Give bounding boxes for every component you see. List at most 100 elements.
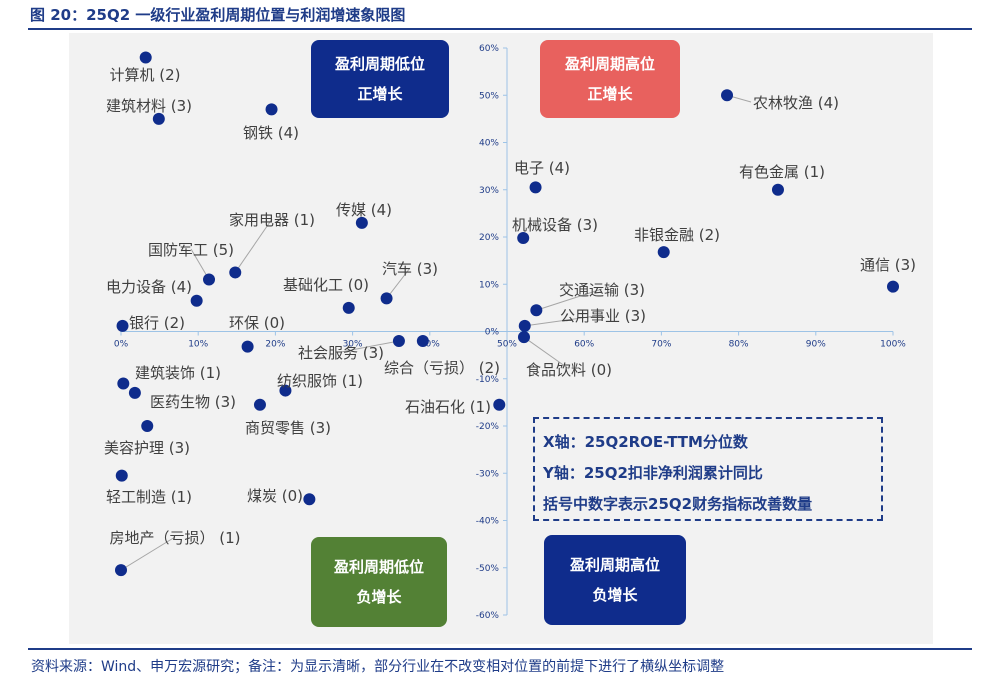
y-tick-label: 0% bbox=[485, 328, 500, 338]
data-point bbox=[517, 331, 530, 344]
point-label: 机械设备 (3) bbox=[512, 216, 598, 234]
quadrant-low-positive-line1: 盈利周期低位 bbox=[334, 55, 425, 73]
data-point bbox=[530, 304, 543, 317]
chart-panel bbox=[69, 33, 933, 644]
data-point bbox=[115, 564, 127, 577]
legend-x-axis: X轴：25Q2ROE-TTM分位数 bbox=[543, 433, 748, 451]
x-tick-label: 20% bbox=[265, 340, 285, 350]
quadrant-low-positive: 盈利周期低位 正增长 bbox=[311, 40, 449, 118]
data-point bbox=[253, 398, 266, 411]
legend-y-axis: Y轴：25Q2扣非净利润累计同比 bbox=[543, 464, 763, 482]
quadrant-low-negative: 盈利周期低位 负增长 bbox=[311, 537, 447, 627]
quadrant-low-negative-line2: 负增长 bbox=[356, 588, 402, 606]
data-point bbox=[116, 319, 129, 332]
label-leader bbox=[523, 336, 570, 370]
data-point bbox=[380, 292, 393, 305]
point-label: 煤炭 (0) bbox=[247, 487, 303, 505]
footer-rule bbox=[28, 648, 972, 650]
data-point bbox=[518, 319, 531, 332]
quadrant-high-negative-line2: 负增长 bbox=[592, 586, 638, 604]
point-label: 公用事业 (3) bbox=[560, 307, 646, 325]
point-label: 非银金融 (2) bbox=[634, 226, 720, 244]
data-point bbox=[493, 398, 506, 411]
label-leader bbox=[386, 267, 411, 299]
point-label: 建筑装饰 (1) bbox=[135, 364, 221, 382]
point-label: 国防军工 (5) bbox=[148, 241, 234, 259]
point-label: 轻工制造 (1) bbox=[106, 488, 192, 506]
point-label: 石油石化 (1) bbox=[405, 398, 491, 416]
x-tick-label: 40% bbox=[420, 340, 440, 350]
data-point bbox=[342, 301, 355, 314]
x-tick-label: 90% bbox=[806, 340, 826, 350]
point-label: 家用电器 (1) bbox=[229, 211, 315, 229]
x-tick-label: 60% bbox=[574, 340, 594, 350]
point-label: 汽车 (3) bbox=[382, 260, 438, 278]
y-tick-label: 60% bbox=[479, 44, 499, 54]
point-label: 钢铁 (4) bbox=[243, 124, 299, 142]
data-point bbox=[203, 273, 216, 286]
y-tick-label: -60% bbox=[476, 611, 500, 621]
data-labels: 计算机 (2) 建筑材料 (3) 钢铁 (4) 农林牧渔 (4) 电子 (4) 有色金属 … bbox=[104, 66, 916, 547]
y-tick-label: -20% bbox=[476, 422, 500, 432]
point-label: 综合（亏损） (2) bbox=[384, 359, 500, 377]
axes: 0% 10% 20% 30% 40% 50% 60% 70% 80% 90% 100% 60% 50% 4… bbox=[114, 44, 906, 621]
data-point bbox=[279, 384, 292, 397]
title-rule bbox=[28, 28, 972, 30]
quadrant-high-negative: 盈利周期高位 负增长 bbox=[544, 535, 686, 625]
y-tick-label: -30% bbox=[476, 469, 500, 479]
data-point bbox=[152, 112, 165, 125]
data-point bbox=[229, 266, 242, 279]
quadrant-high-positive: 盈利周期高位 正增长 bbox=[540, 40, 680, 118]
point-label: 传媒 (4) bbox=[336, 201, 392, 219]
data-point bbox=[115, 469, 128, 482]
label-leader bbox=[340, 340, 400, 353]
x-tick-label: 70% bbox=[651, 340, 671, 350]
point-label: 商贸零售 (3) bbox=[245, 419, 331, 437]
point-label: 食品饮料 (0) bbox=[526, 361, 612, 379]
data-point bbox=[657, 246, 670, 259]
x-tick-label: 100% bbox=[880, 340, 906, 350]
data-point bbox=[721, 89, 734, 102]
source-footnote: 资料来源：Wind、申万宏源研究；备注：为显示清晰，部分行业在不改变相对位置的前… bbox=[31, 659, 725, 675]
data-point bbox=[139, 51, 152, 64]
point-label: 交通运输 (3) bbox=[559, 281, 645, 299]
label-leader bbox=[120, 536, 176, 571]
point-label: 通信 (3) bbox=[860, 256, 916, 274]
data-point bbox=[128, 386, 141, 399]
y-tick-label: 40% bbox=[479, 139, 499, 149]
point-label: 美容护理 (3) bbox=[104, 439, 190, 457]
data-point bbox=[241, 340, 254, 353]
data-point bbox=[265, 103, 278, 116]
y-tick-label: 50% bbox=[479, 91, 499, 101]
x-tick-label: 30% bbox=[343, 340, 363, 350]
axis-legend-box: X轴：25Q2ROE-TTM分位数 Y轴：25Q2扣非净利润累计同比 括号中数字… bbox=[533, 417, 883, 521]
y-tick-label: 10% bbox=[479, 280, 499, 290]
point-label: 计算机 (2) bbox=[109, 66, 180, 84]
point-label: 银行 (2) bbox=[129, 314, 185, 332]
data-point bbox=[416, 334, 429, 347]
point-label: 房地产（亏损） (1) bbox=[109, 529, 240, 547]
quadrant-high-positive-line1: 盈利周期高位 bbox=[564, 55, 655, 73]
data-point bbox=[117, 377, 130, 390]
data-point bbox=[529, 181, 542, 194]
label-leader bbox=[536, 288, 603, 311]
data-points bbox=[115, 51, 899, 577]
quadrant-low-positive-line2: 正增长 bbox=[357, 85, 403, 103]
data-point bbox=[190, 294, 203, 307]
x-tick-label: 50% bbox=[497, 340, 517, 350]
figure-title: 图 20：25Q2 一级行业盈利周期位置与利润增速象限图 bbox=[30, 6, 406, 24]
legend-note: 括号中数字表示25Q2财务指标改善数量 bbox=[543, 495, 813, 513]
label-leader bbox=[524, 314, 604, 327]
quadrant-low-negative-line1: 盈利周期低位 bbox=[333, 558, 424, 576]
point-label: 电子 (4) bbox=[514, 159, 570, 177]
data-point bbox=[517, 231, 530, 244]
point-label: 农林牧渔 (4) bbox=[753, 94, 839, 112]
label-leader bbox=[234, 218, 273, 273]
point-label: 医药生物 (3) bbox=[150, 393, 236, 411]
point-label: 纺织服饰 (1) bbox=[277, 372, 363, 390]
data-point bbox=[392, 334, 405, 347]
data-point bbox=[141, 420, 154, 432]
point-label: 有色金属 (1) bbox=[739, 163, 825, 181]
y-tick-label: 30% bbox=[479, 186, 499, 196]
